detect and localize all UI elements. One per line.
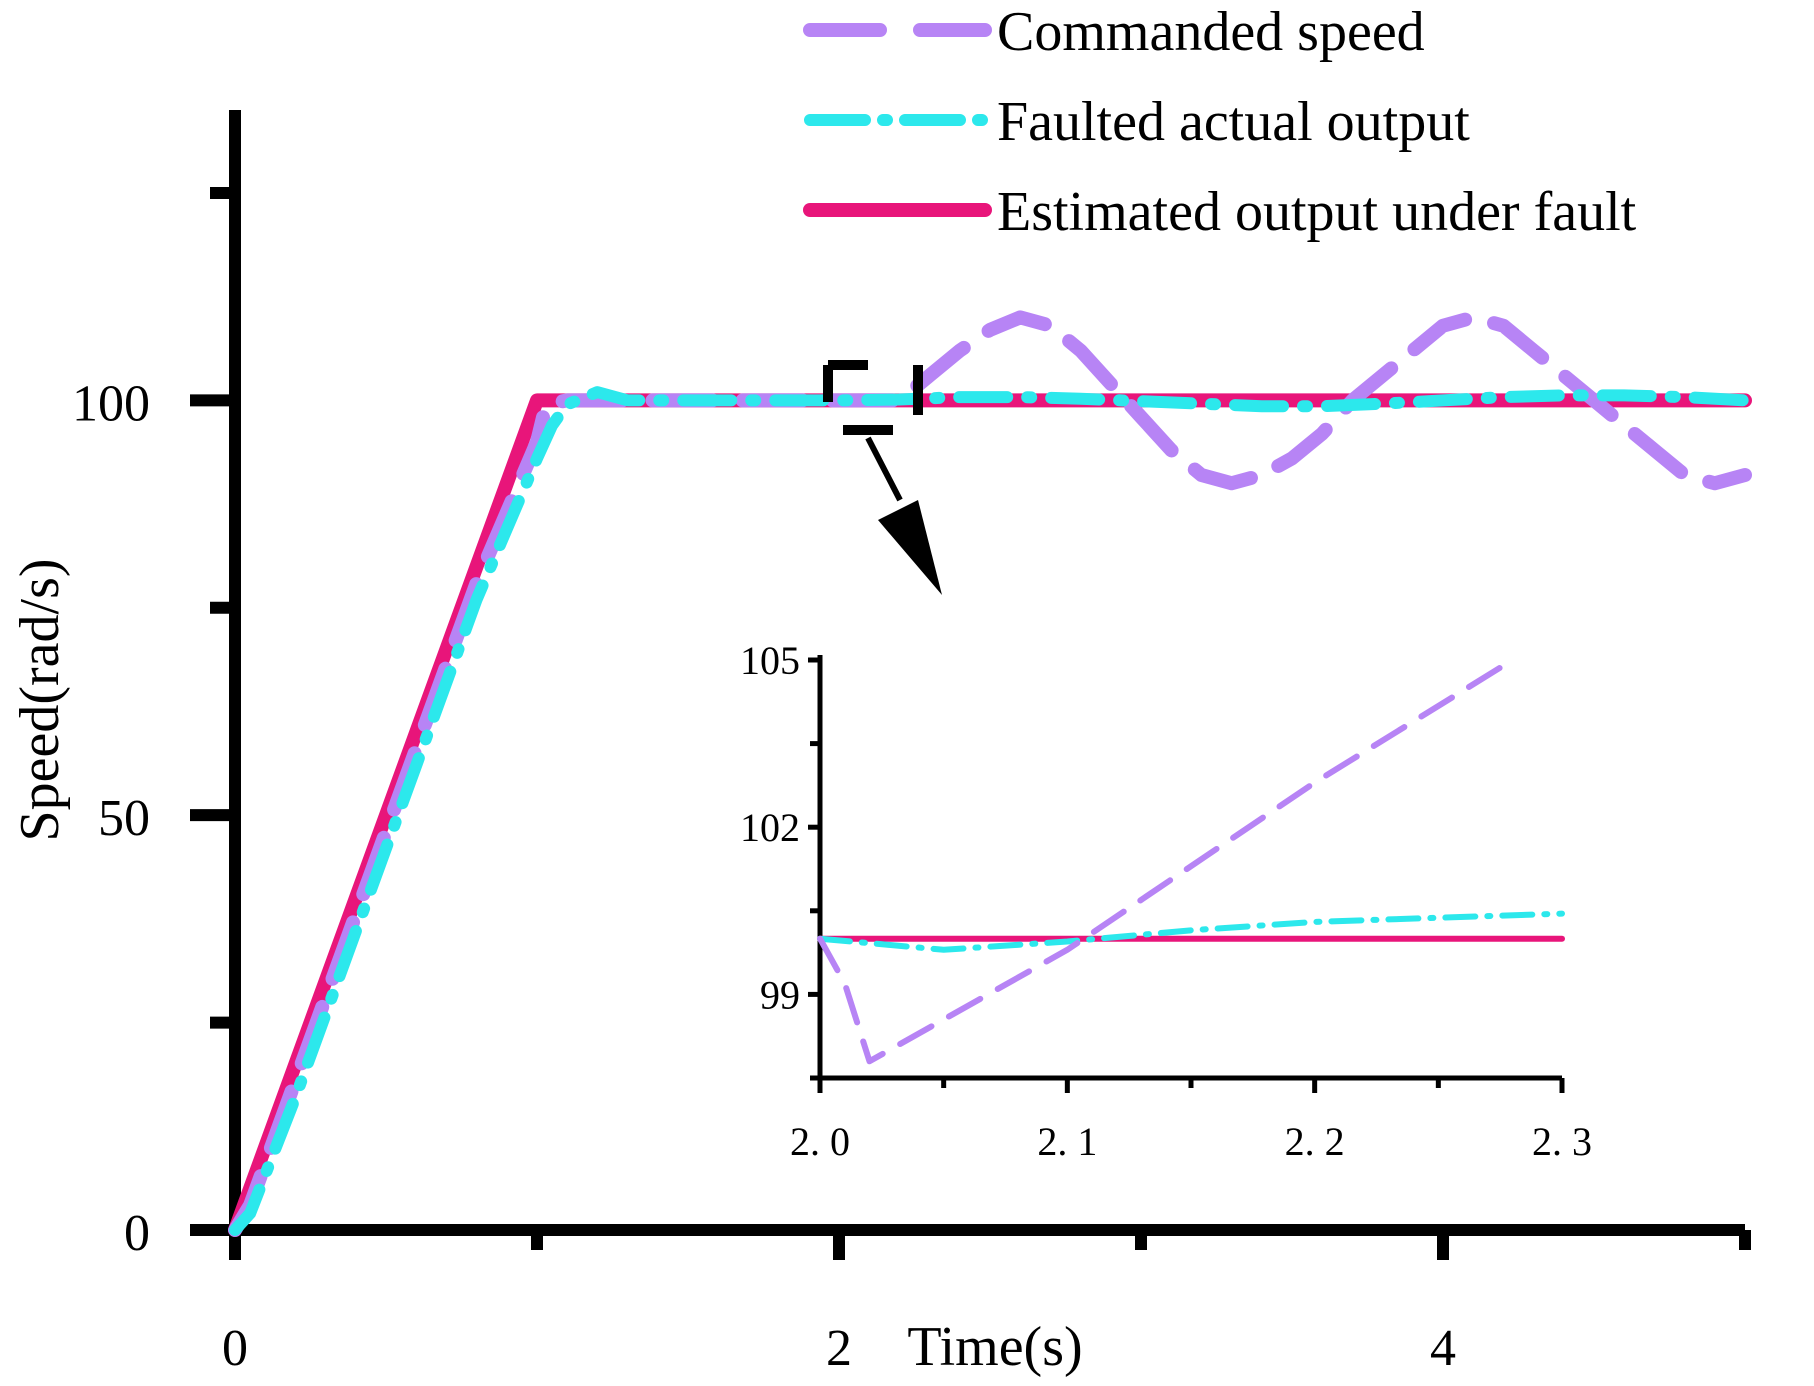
zoom-bracket-bottom-right xyxy=(843,365,923,435)
inset-x-tick-label: 2. 1 xyxy=(1037,1119,1097,1164)
series-line-faulted xyxy=(229,386,1751,1236)
zoom-bracket-top-left xyxy=(823,360,868,402)
x-tick-label: 4 xyxy=(1430,1320,1456,1377)
main-series xyxy=(228,310,1752,1237)
legend-label-estimated: Estimated output under fault xyxy=(997,181,1637,243)
main-tick-labels: 0 2 4 0 50 100 xyxy=(72,375,1456,1377)
inset-series-line-commanded xyxy=(817,657,1516,1065)
zoom-arrow-head xyxy=(878,500,942,595)
inset-chart: 2. 0 2. 1 2. 2 2. 3 99 102 105 xyxy=(740,638,1592,1164)
inset-x-tick-label: 2. 2 xyxy=(1285,1119,1345,1164)
inset-tick-labels: 2. 0 2. 1 2. 2 2. 3 99 102 105 xyxy=(740,638,1592,1164)
inset-y-tick-label: 105 xyxy=(740,638,800,683)
inset-x-tick-label: 2. 0 xyxy=(790,1119,850,1164)
inset-y-tick-label: 99 xyxy=(760,972,800,1017)
inset-series-line-faulted xyxy=(817,910,1565,953)
inset-series xyxy=(817,657,1565,1065)
legend-label-faulted: Faulted actual output xyxy=(997,91,1470,153)
y-axis-title: Speed(rad/s) xyxy=(9,558,71,841)
inset-y-tick-label: 102 xyxy=(740,805,800,850)
series-line-commanded xyxy=(228,310,1752,1237)
inset-x-tick-label: 2. 3 xyxy=(1532,1119,1592,1164)
y-tick-label: 100 xyxy=(72,375,150,432)
legend-label-commanded: Commanded speed xyxy=(997,1,1425,63)
zoom-region-marker xyxy=(823,360,942,595)
y-tick-label: 50 xyxy=(98,790,150,847)
legend: Commanded speed Faulted actual output Es… xyxy=(803,1,1637,243)
x-axis-title: Time(s) xyxy=(907,1316,1082,1378)
y-tick-label: 0 xyxy=(124,1205,150,1262)
main-ticks xyxy=(190,186,1751,1260)
main-axes xyxy=(190,110,1745,1240)
x-tick-label: 0 xyxy=(222,1320,248,1377)
x-tick-label: 2 xyxy=(826,1320,852,1377)
inset-ticks xyxy=(808,657,1565,1093)
zoom-arrow-shaft xyxy=(865,436,903,502)
